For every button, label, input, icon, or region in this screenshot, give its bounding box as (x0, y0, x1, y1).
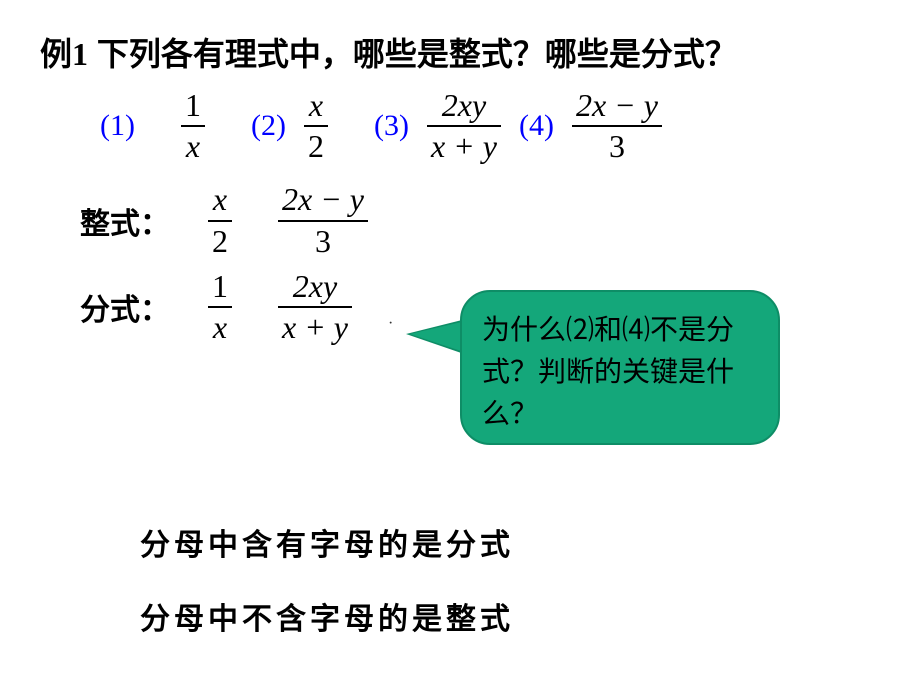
example-heading: 例1 下列各有理式中，哪些是整式？哪些是分式？ (40, 30, 880, 78)
zheng-label: 整式： (80, 199, 170, 243)
zheng-1-den: 3 (311, 224, 335, 259)
frac-3-den: x + y (427, 129, 501, 164)
frac-2-den: 2 (304, 129, 328, 164)
heading-num: 1 (72, 36, 88, 72)
dot-icon: · (388, 315, 393, 333)
zheng-frac-1: 2x − y 3 (278, 182, 368, 258)
frac-3-num: 2xy (438, 88, 490, 123)
fen-1-den: x + y (278, 310, 352, 345)
callout-bubble: 为什么⑵和⑷不是分式？判断的关键是什么？ (460, 270, 790, 450)
conclusions: 分母中含有字母的是分式 分母中不含字母的是整式 (140, 520, 514, 668)
frac-1: 1 x (181, 88, 205, 164)
zheng-0-num: x (209, 182, 231, 217)
fen-0-den: x (209, 310, 231, 345)
expression-row: (1) 1 x (2) x 2 (3) 2xy x + y (4) 2x − y… (100, 88, 880, 164)
zheng-1-num: 2x − y (278, 182, 368, 217)
frac-2: x 2 (304, 88, 328, 164)
zheng-row: 整式： x 2 2x − y 3 (80, 182, 880, 258)
heading-part2: 下列各有理式中，哪些是整式？哪些是分式？ (88, 36, 737, 72)
fen-0-num: 1 (208, 269, 232, 304)
frac-3: 2xy x + y (427, 88, 501, 164)
frac-4: 2x − y 3 (572, 88, 662, 164)
heading-part1: 例 (40, 36, 72, 72)
item-label-1: (1) (100, 109, 135, 143)
fen-1-num: 2xy (289, 269, 341, 304)
conclusion-2: 分母中不含字母的是整式 (140, 594, 514, 638)
item-label-2: (2) (251, 109, 286, 143)
zheng-0-den: 2 (208, 224, 232, 259)
conclusion-1: 分母中含有字母的是分式 (140, 520, 514, 564)
item-label-3: (3) (374, 109, 409, 143)
fen-label: 分式： (80, 285, 170, 329)
callout-text: 为什么⑵和⑷不是分式？判断的关键是什么？ (460, 290, 780, 445)
frac-4-den: 3 (605, 129, 629, 164)
item-label-4: (4) (519, 109, 554, 143)
frac-1-den: x (182, 129, 204, 164)
zheng-frac-0: x 2 (208, 182, 232, 258)
frac-2-num: x (305, 88, 327, 123)
frac-1-num: 1 (181, 88, 205, 123)
fen-frac-0: 1 x (208, 269, 232, 345)
frac-4-num: 2x − y (572, 88, 662, 123)
fen-frac-1: 2xy x + y (278, 269, 352, 345)
